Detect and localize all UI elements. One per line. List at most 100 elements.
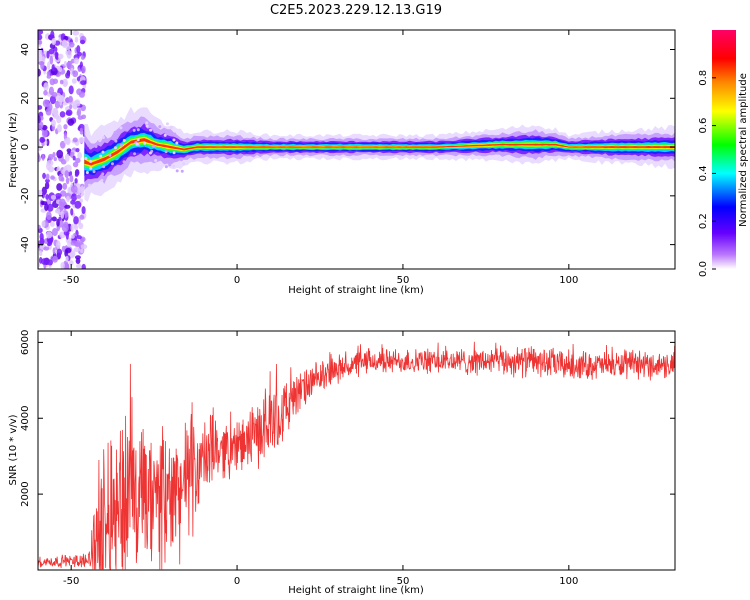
noise-speckle	[47, 61, 51, 70]
noise-speckle	[71, 193, 78, 202]
y-tick-label: 40	[20, 43, 31, 56]
ridge-fleck	[88, 159, 92, 163]
noise-speckle	[80, 185, 85, 193]
ridge-fleck	[119, 143, 123, 147]
ridge-fleck	[89, 146, 93, 150]
ridge-fleck	[136, 128, 140, 132]
x-tick-label: 50	[397, 275, 410, 286]
noise-speckle	[48, 48, 55, 55]
ridge-fleck	[110, 162, 114, 166]
noise-speckle	[51, 37, 57, 46]
ridge-fleck	[94, 144, 98, 148]
spectrogram-x-ticks: -50 0 50 100	[63, 30, 578, 286]
noise-speckle	[66, 49, 72, 59]
ridge-fleck	[158, 125, 162, 129]
colorbar-ticks: 0.0 0.2 0.4 0.6 0.8	[698, 70, 716, 277]
ridge-fleck	[135, 142, 139, 146]
noise-speckle	[44, 181, 50, 190]
noise-speckle	[65, 255, 69, 263]
snr-y-axis-label: SNR (10 * v/v)	[8, 414, 19, 485]
ridge-fleck	[85, 141, 89, 145]
noise-speckle	[62, 182, 68, 190]
x-tick-label: 100	[559, 576, 578, 587]
noise-speckle	[54, 51, 59, 60]
noise-speckle	[72, 155, 76, 161]
noise-speckle	[52, 78, 59, 85]
colorbar-tick-label: 0.8	[698, 70, 709, 86]
ridge-fleck	[89, 166, 93, 170]
ridge-fleck	[114, 146, 118, 150]
noise-speckle	[38, 154, 41, 163]
snr-x-axis-label: Height of straight line (km)	[288, 585, 424, 596]
noise-speckle	[75, 194, 82, 199]
spectrogram-y-axis-label: Frequency (Hz)	[8, 112, 19, 188]
y-tick-label: -20	[20, 188, 31, 204]
noise-speckle	[79, 214, 85, 220]
noise-speckle	[66, 196, 70, 203]
noise-speckle	[63, 60, 67, 67]
noise-speckle	[80, 244, 88, 250]
noise-speckle	[80, 248, 84, 254]
noise-speckle	[65, 72, 71, 79]
noise-speckle	[77, 151, 82, 160]
noise-speckle	[38, 250, 43, 257]
noise-speckle	[56, 218, 60, 227]
colorbar-label: Normalized spectral amplitude	[738, 73, 749, 227]
noise-speckle	[57, 53, 64, 60]
noise-speckle	[65, 263, 70, 269]
noise-speckle	[73, 57, 79, 65]
spectrogram-panel: -50 0 50 100 -40 -20 0 20 40 Height of straight…	[8, 29, 676, 296]
noise-speckle	[64, 153, 70, 162]
noise-speckle	[43, 90, 48, 96]
noise-speckle	[59, 140, 66, 149]
noise-speckle	[74, 178, 78, 184]
noise-speckle	[63, 138, 70, 145]
noise-speckle	[64, 249, 69, 257]
ridge-fleck	[172, 164, 176, 168]
noise-speckle	[46, 50, 50, 59]
ridge-fleck	[164, 165, 168, 169]
spectrogram-frame	[37, 29, 676, 270]
noise-speckle	[47, 259, 53, 266]
noise-speckle	[45, 231, 53, 239]
noise-speckle	[47, 238, 53, 246]
noise-speckle	[70, 185, 78, 194]
noise-speckle	[38, 105, 43, 110]
noise-speckle	[56, 115, 62, 124]
ridge-fleck	[168, 163, 172, 167]
noise-speckle	[54, 100, 60, 109]
noise-speckle	[51, 119, 56, 127]
noise-speckle	[59, 79, 64, 85]
spectrogram-y-ticks: -40 -20 0 20 40	[20, 43, 675, 253]
ridge-fleck	[119, 126, 123, 130]
noise-speckle	[76, 45, 81, 54]
noise-speckle	[64, 97, 71, 103]
noise-speckle	[41, 153, 45, 161]
ridge-fleck	[179, 158, 183, 162]
noise-speckle	[50, 194, 57, 200]
noise-speckle	[50, 30, 55, 39]
noise-speckle	[78, 222, 84, 230]
noise-speckle	[70, 240, 78, 246]
noise-speckle	[82, 84, 87, 89]
ridge-fleck	[175, 169, 179, 173]
noise-speckle	[73, 247, 81, 253]
colorbar-tick-label: 0.6	[698, 118, 709, 134]
spectrogram-heatmap	[38, 30, 675, 269]
noise-speckle	[45, 193, 50, 200]
noise-speckle	[64, 204, 71, 209]
snr-frame	[37, 330, 676, 571]
noise-speckle	[38, 142, 41, 147]
noise-speckle	[41, 192, 45, 199]
ridge-fleck	[122, 160, 126, 164]
ridge-fleck	[182, 162, 186, 166]
noise-speckle	[56, 149, 64, 159]
ridge-fleck	[108, 153, 112, 157]
ridge-fleck	[145, 124, 149, 128]
ridge-band	[84, 123, 675, 183]
ridge-fleck	[88, 183, 92, 187]
noise-speckle	[69, 104, 73, 110]
noise-speckle	[39, 237, 45, 246]
colorbar-tick-label: 0.0	[698, 261, 709, 277]
noise-speckle	[38, 61, 45, 66]
